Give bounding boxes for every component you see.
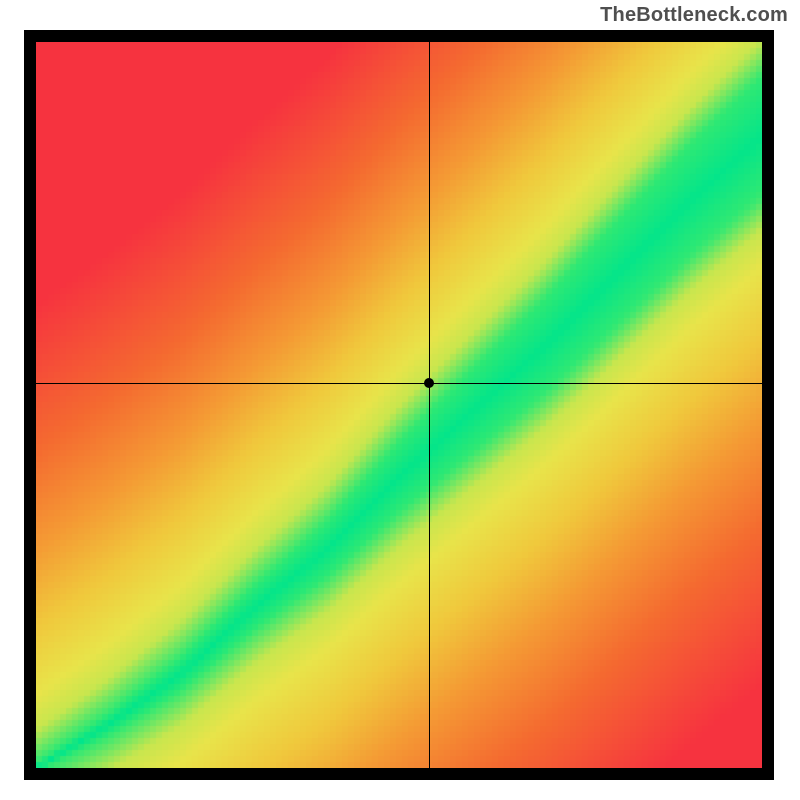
heatmap-canvas: [36, 42, 762, 768]
chart-container: TheBottleneck.com: [0, 0, 800, 800]
crosshair-marker: [424, 378, 434, 388]
watermark-text: TheBottleneck.com: [600, 4, 788, 27]
plot-area: [36, 42, 762, 768]
plot-frame: [24, 30, 774, 780]
crosshair-horizontal: [36, 383, 762, 384]
crosshair-vertical: [429, 42, 430, 768]
